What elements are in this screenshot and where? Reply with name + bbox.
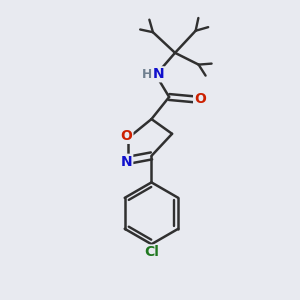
Text: O: O <box>121 129 132 143</box>
Text: N: N <box>121 155 132 169</box>
Text: Cl: Cl <box>144 245 159 260</box>
Text: N: N <box>152 67 164 81</box>
Text: H: H <box>142 68 152 81</box>
Text: O: O <box>194 92 206 106</box>
